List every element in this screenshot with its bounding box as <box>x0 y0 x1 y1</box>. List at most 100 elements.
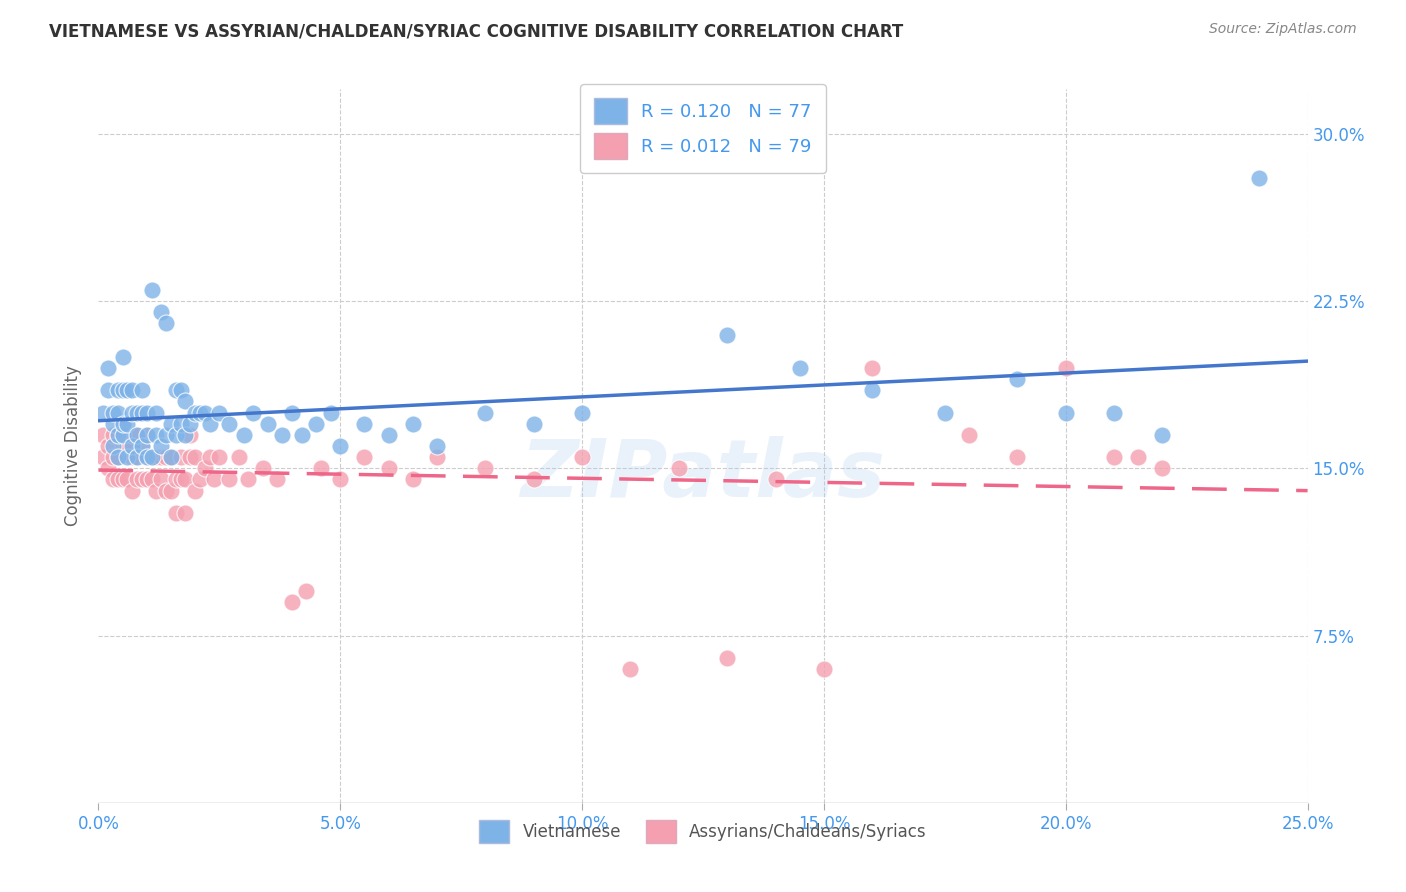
Point <box>252 461 274 475</box>
Point <box>155 483 177 498</box>
Point <box>1128 450 1150 464</box>
Point <box>135 450 157 464</box>
Point <box>204 473 226 487</box>
Point <box>127 450 149 464</box>
Point <box>127 405 149 419</box>
Point <box>131 473 153 487</box>
Point <box>101 450 124 464</box>
Point <box>188 473 211 487</box>
Point <box>353 417 375 431</box>
Text: Source: ZipAtlas.com: Source: ZipAtlas.com <box>1209 22 1357 37</box>
Point <box>117 384 139 398</box>
Point <box>174 427 197 442</box>
Point <box>1007 372 1029 386</box>
Point <box>1152 427 1174 442</box>
Point <box>281 595 304 609</box>
Point <box>111 439 134 453</box>
Point <box>271 427 294 442</box>
Point <box>377 461 399 475</box>
Point <box>150 473 173 487</box>
Point <box>131 439 153 453</box>
Point <box>305 417 328 431</box>
Point <box>121 384 143 398</box>
Point <box>107 405 129 419</box>
Point <box>121 427 143 442</box>
Point <box>145 405 167 419</box>
Point <box>111 473 134 487</box>
Point <box>934 405 956 419</box>
Point <box>309 461 332 475</box>
Point <box>179 417 201 431</box>
Point <box>232 427 254 442</box>
Point <box>141 450 163 464</box>
Point <box>523 417 546 431</box>
Point <box>1249 171 1271 186</box>
Point <box>135 427 157 442</box>
Point <box>91 427 114 442</box>
Point <box>194 405 217 419</box>
Point <box>160 417 183 431</box>
Point <box>329 473 352 487</box>
Point <box>97 360 120 375</box>
Point <box>716 327 738 342</box>
Point <box>329 439 352 453</box>
Point <box>290 427 312 442</box>
Y-axis label: Cognitive Disability: Cognitive Disability <box>65 366 83 526</box>
Point <box>141 283 163 297</box>
Point <box>135 427 157 442</box>
Point <box>619 662 641 676</box>
Point <box>228 450 250 464</box>
Point <box>131 405 153 419</box>
Point <box>150 305 173 319</box>
Point <box>238 473 260 487</box>
Point <box>97 461 120 475</box>
Point <box>174 506 197 520</box>
Point <box>135 450 157 464</box>
Point <box>208 405 231 419</box>
Point <box>121 405 143 419</box>
Point <box>160 450 183 464</box>
Point <box>165 473 187 487</box>
Point <box>101 427 124 442</box>
Point <box>402 417 425 431</box>
Point <box>242 405 264 419</box>
Point <box>198 417 221 431</box>
Point <box>145 483 167 498</box>
Point <box>97 439 120 453</box>
Point <box>198 450 221 464</box>
Point <box>117 450 139 464</box>
Point <box>860 360 883 375</box>
Point <box>127 427 149 442</box>
Point <box>160 450 183 464</box>
Point <box>155 316 177 330</box>
Point <box>155 450 177 464</box>
Point <box>668 461 690 475</box>
Point <box>295 583 318 598</box>
Point <box>117 473 139 487</box>
Point <box>121 439 143 453</box>
Point <box>353 450 375 464</box>
Point <box>145 427 167 442</box>
Point <box>107 427 129 442</box>
Point <box>716 651 738 665</box>
Legend: Vietnamese, Assyrians/Chaldeans/Syriacs: Vietnamese, Assyrians/Chaldeans/Syriacs <box>471 812 935 852</box>
Point <box>1102 405 1125 419</box>
Point <box>218 473 240 487</box>
Point <box>131 384 153 398</box>
Point <box>860 384 883 398</box>
Text: ZIPatlas: ZIPatlas <box>520 435 886 514</box>
Text: VIETNAMESE VS ASSYRIAN/CHALDEAN/SYRIAC COGNITIVE DISABILITY CORRELATION CHART: VIETNAMESE VS ASSYRIAN/CHALDEAN/SYRIAC C… <box>49 22 904 40</box>
Point <box>131 439 153 453</box>
Point <box>107 450 129 464</box>
Point <box>107 384 129 398</box>
Point <box>184 483 207 498</box>
Point <box>111 384 134 398</box>
Point <box>169 417 191 431</box>
Point <box>101 473 124 487</box>
Point <box>474 405 496 419</box>
Point <box>111 417 134 431</box>
Point <box>208 450 231 464</box>
Point <box>266 473 288 487</box>
Point <box>121 483 143 498</box>
Point <box>957 427 980 442</box>
